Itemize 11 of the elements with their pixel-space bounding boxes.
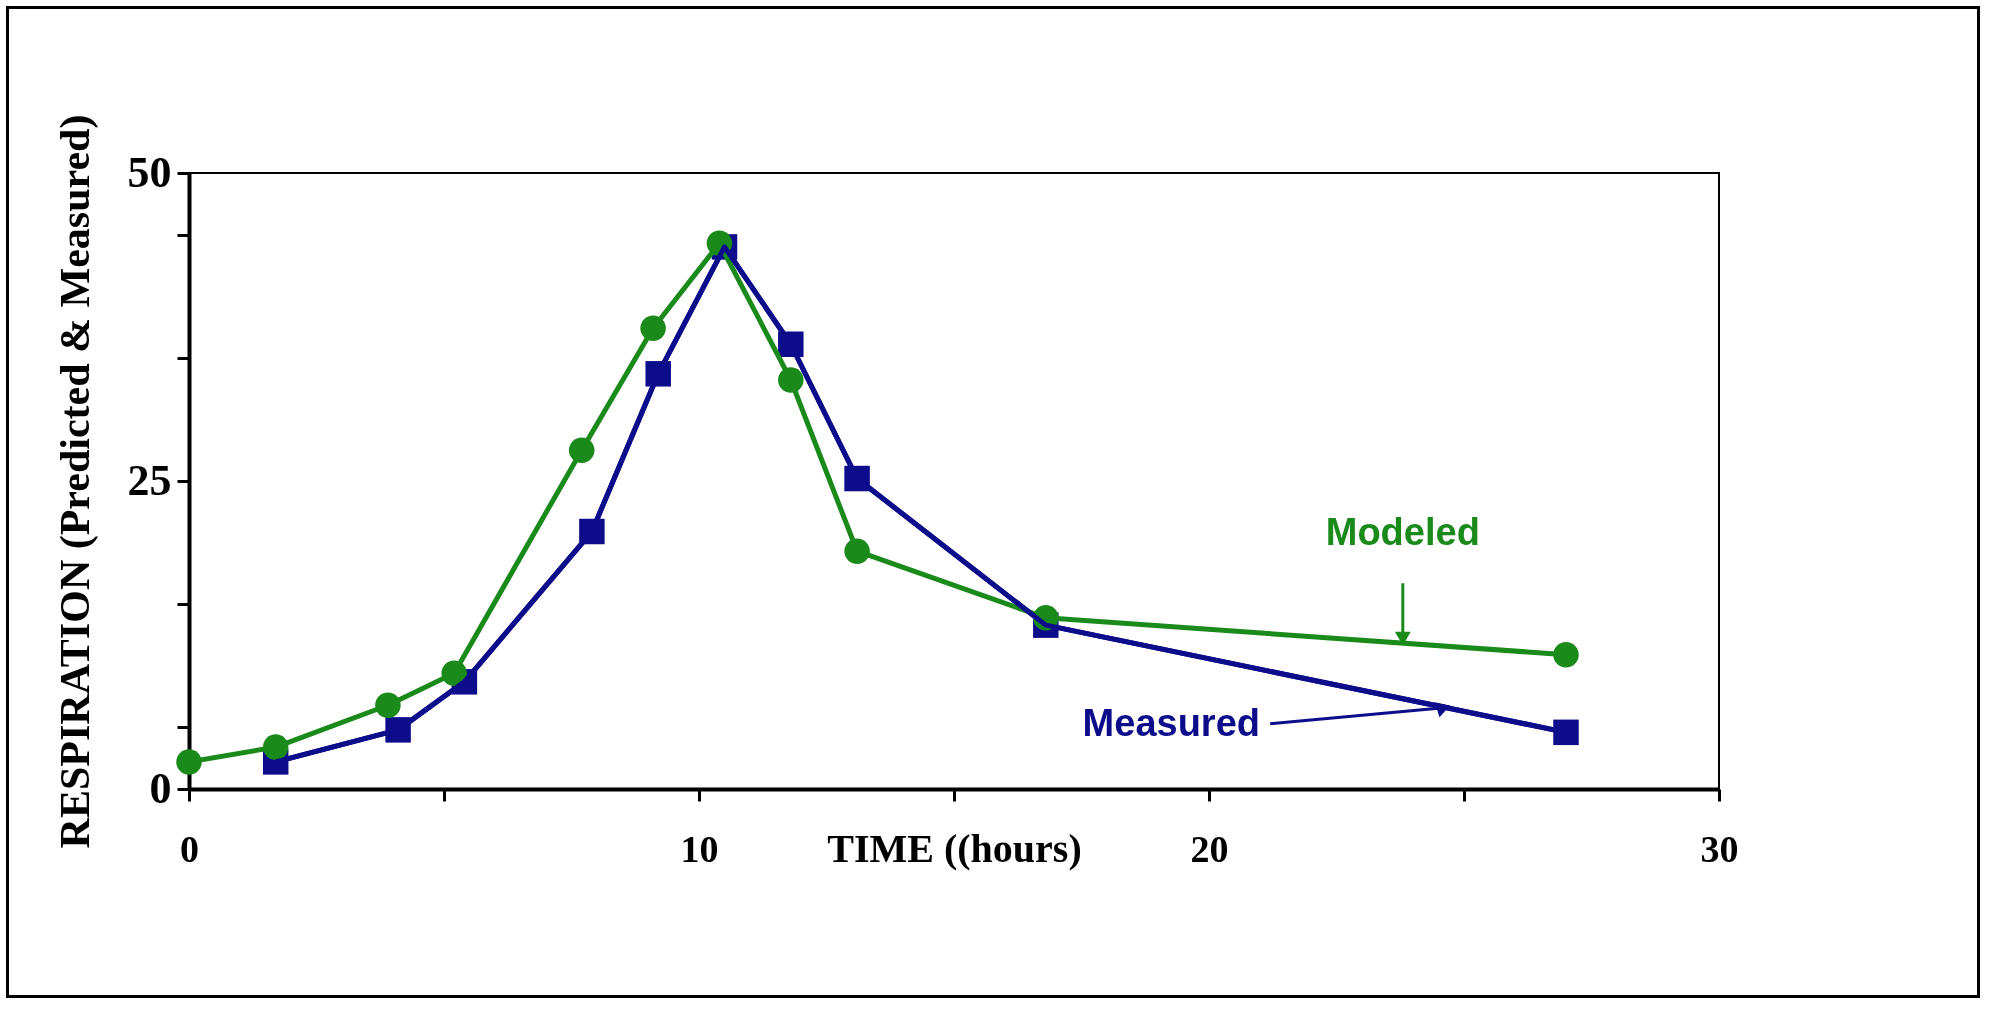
- y-axis-title: RESPIRATION (Predicted & Measured): [51, 114, 99, 849]
- x-tick-label: 0: [180, 827, 199, 870]
- x-tick-label: 30: [1700, 827, 1739, 870]
- x-tick-label: 10: [680, 827, 719, 870]
- y-tick-label: 0: [149, 763, 172, 813]
- annotation: Modeled: [1325, 510, 1480, 553]
- annotation: Measured: [1082, 701, 1260, 744]
- x-axis-title: TIME ((hours): [827, 825, 1082, 871]
- y-tick-label: 25: [127, 455, 172, 505]
- x-tick-label: 20: [1190, 827, 1229, 870]
- y-tick-label: 50: [127, 147, 172, 197]
